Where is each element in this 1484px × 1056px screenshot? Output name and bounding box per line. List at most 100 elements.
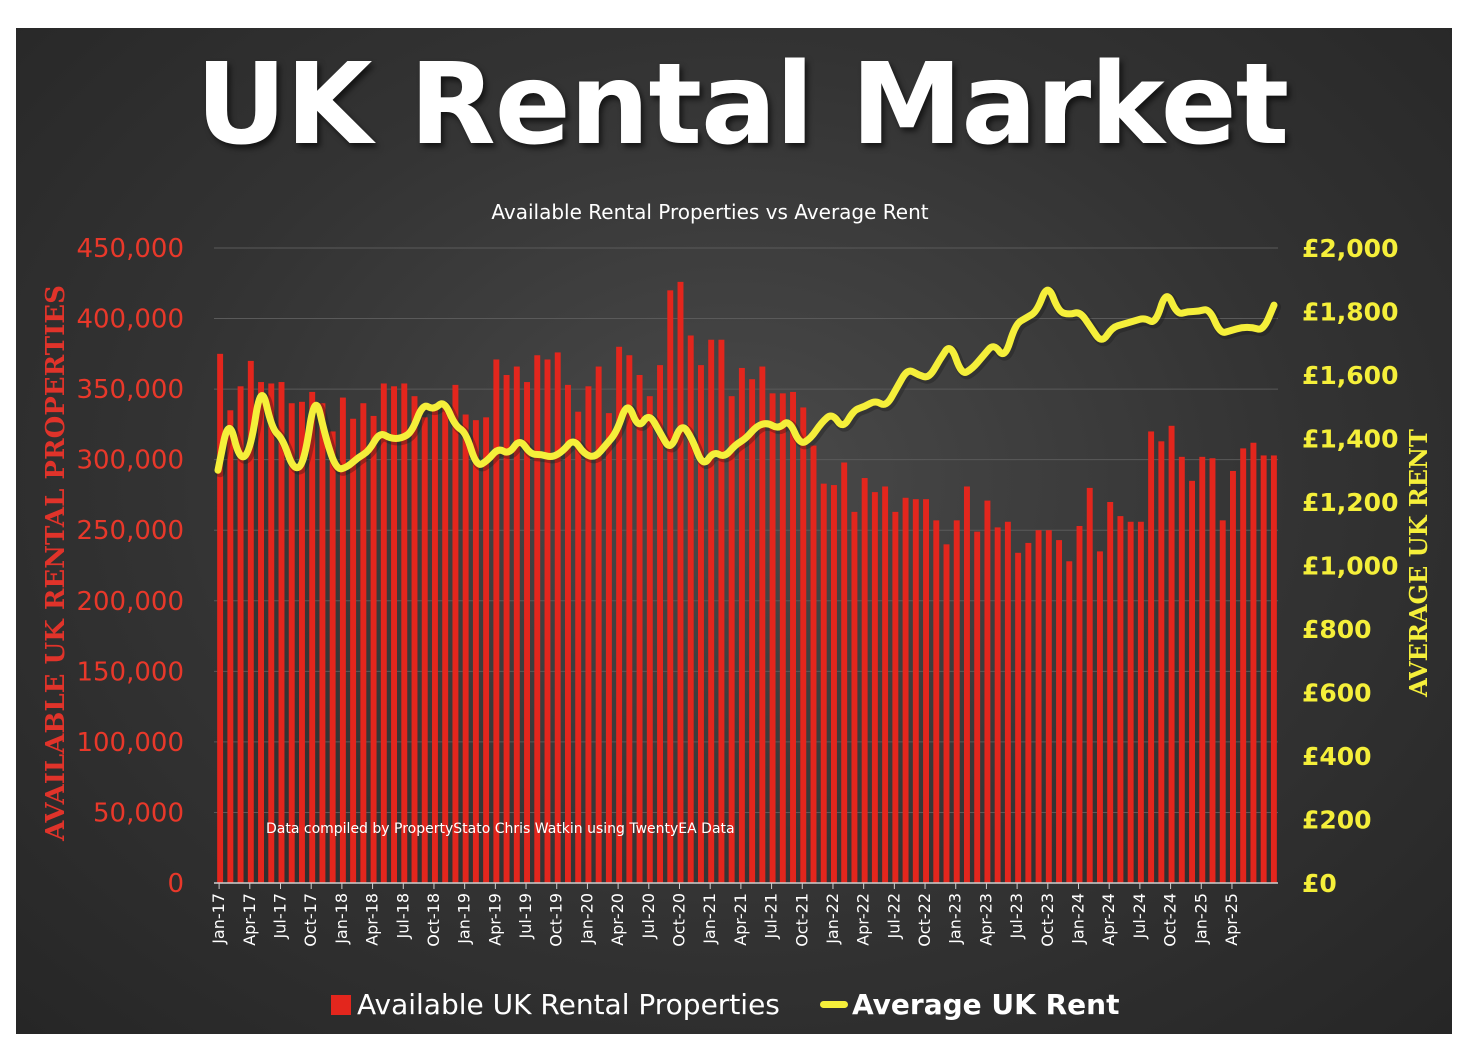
bar — [943, 544, 950, 883]
bar — [431, 407, 438, 883]
bar — [544, 359, 551, 883]
x-tick-label: Jul-20 — [639, 893, 658, 939]
right-tick-label: £200 — [1302, 806, 1372, 835]
bar — [902, 497, 909, 883]
bar — [1250, 442, 1257, 883]
bar — [1189, 480, 1196, 883]
bar — [871, 492, 878, 883]
bar — [1199, 456, 1206, 883]
bar — [820, 483, 827, 883]
legend-item-rent[interactable]: Average UK Rent — [820, 988, 1119, 1021]
bar — [247, 360, 254, 883]
bar — [1229, 470, 1236, 883]
bar — [636, 375, 643, 883]
left-tick-label: 250,000 — [76, 516, 184, 546]
bar — [708, 339, 715, 883]
bar — [1178, 456, 1185, 883]
bar — [319, 403, 326, 883]
bar — [779, 393, 786, 883]
bar — [585, 386, 592, 883]
bar — [1270, 455, 1277, 883]
bar — [749, 379, 756, 883]
bar — [258, 382, 265, 883]
bar — [380, 383, 387, 883]
bar — [923, 499, 930, 883]
left-tick-label: 350,000 — [76, 375, 184, 405]
left-axis-ticks: 0 50,000 100,000 150,000 200,000 250,000 300,0… — [76, 234, 184, 899]
bar — [391, 386, 398, 883]
bar — [493, 359, 500, 883]
bar — [564, 384, 571, 883]
bar — [1158, 441, 1165, 883]
bar — [728, 396, 735, 883]
bar — [1096, 551, 1103, 883]
bar — [882, 486, 889, 883]
bar — [1148, 431, 1155, 883]
bar — [360, 403, 367, 883]
bar — [421, 417, 428, 883]
bar — [687, 335, 694, 883]
bar — [411, 396, 418, 883]
bar — [1127, 521, 1134, 883]
x-tick-label: Jan-21 — [700, 893, 719, 945]
x-tick-label: Jan-22 — [823, 893, 842, 945]
bar — [370, 415, 377, 883]
x-tick-label: Apr-21 — [731, 893, 750, 946]
bar — [534, 355, 541, 883]
bar — [237, 386, 244, 883]
bar — [1045, 530, 1052, 883]
bar — [1168, 425, 1175, 883]
bar — [513, 366, 520, 883]
bar — [1056, 540, 1063, 883]
bar — [1086, 487, 1093, 883]
x-tick-label: Jul-19 — [516, 893, 535, 939]
bar — [1219, 520, 1226, 883]
bar — [1004, 521, 1011, 883]
x-tick-label: Jul-17 — [271, 893, 290, 939]
x-tick-label: Apr-25 — [1222, 893, 1241, 946]
bar — [800, 407, 807, 883]
bar — [616, 346, 623, 883]
legend-label-properties: Available UK Rental Properties — [357, 988, 780, 1021]
x-tick-label: Oct-20 — [670, 893, 689, 947]
x-tick-label: Apr-18 — [363, 893, 382, 946]
bar — [1260, 455, 1267, 883]
x-tick-label: Jul-22 — [884, 893, 903, 939]
bar — [963, 486, 970, 883]
legend-item-properties[interactable]: Available UK Rental Properties — [331, 988, 780, 1021]
x-tick-label: Apr-22 — [854, 893, 873, 946]
right-tick-label: £1,000 — [1302, 552, 1398, 581]
bar-series-available-properties — [217, 281, 1277, 884]
bar — [1066, 561, 1073, 883]
bar — [1209, 458, 1216, 883]
right-tick-label: £800 — [1302, 615, 1372, 644]
right-tick-label: £1,800 — [1302, 298, 1398, 327]
bar — [830, 485, 837, 883]
bar — [483, 417, 490, 883]
bar — [503, 375, 510, 883]
bar — [452, 384, 459, 883]
bar — [769, 393, 776, 883]
rent-line — [214, 286, 1278, 474]
bar — [677, 281, 684, 883]
chart-subtitle: Available Rental Properties vs Average R… — [491, 200, 929, 224]
right-tick-label: £600 — [1302, 679, 1372, 708]
right-tick-label: £1,600 — [1302, 361, 1398, 390]
bar — [1240, 448, 1247, 883]
x-tick-label: Apr-17 — [240, 893, 259, 946]
bar — [1025, 542, 1032, 883]
x-tick-label: Jan-20 — [577, 893, 596, 945]
x-tick-label: Jan-24 — [1069, 893, 1088, 945]
bar — [288, 403, 295, 883]
chart-title: UK Rental Market — [195, 40, 1289, 170]
right-axis-ticks: £0 £200 £400 £600 £800 £1,000 £1,200 £1,400 £1,6… — [1302, 234, 1398, 898]
left-tick-label: 50,000 — [93, 798, 184, 828]
bar — [697, 365, 704, 884]
x-tick-label: Oct-22 — [915, 893, 934, 947]
bar — [994, 527, 1001, 883]
right-tick-label: £2,000 — [1302, 234, 1398, 263]
x-tick-label: Oct-21 — [792, 893, 811, 947]
bar — [646, 396, 653, 883]
x-tick-label: Jul-18 — [393, 893, 412, 939]
bar — [329, 431, 336, 883]
